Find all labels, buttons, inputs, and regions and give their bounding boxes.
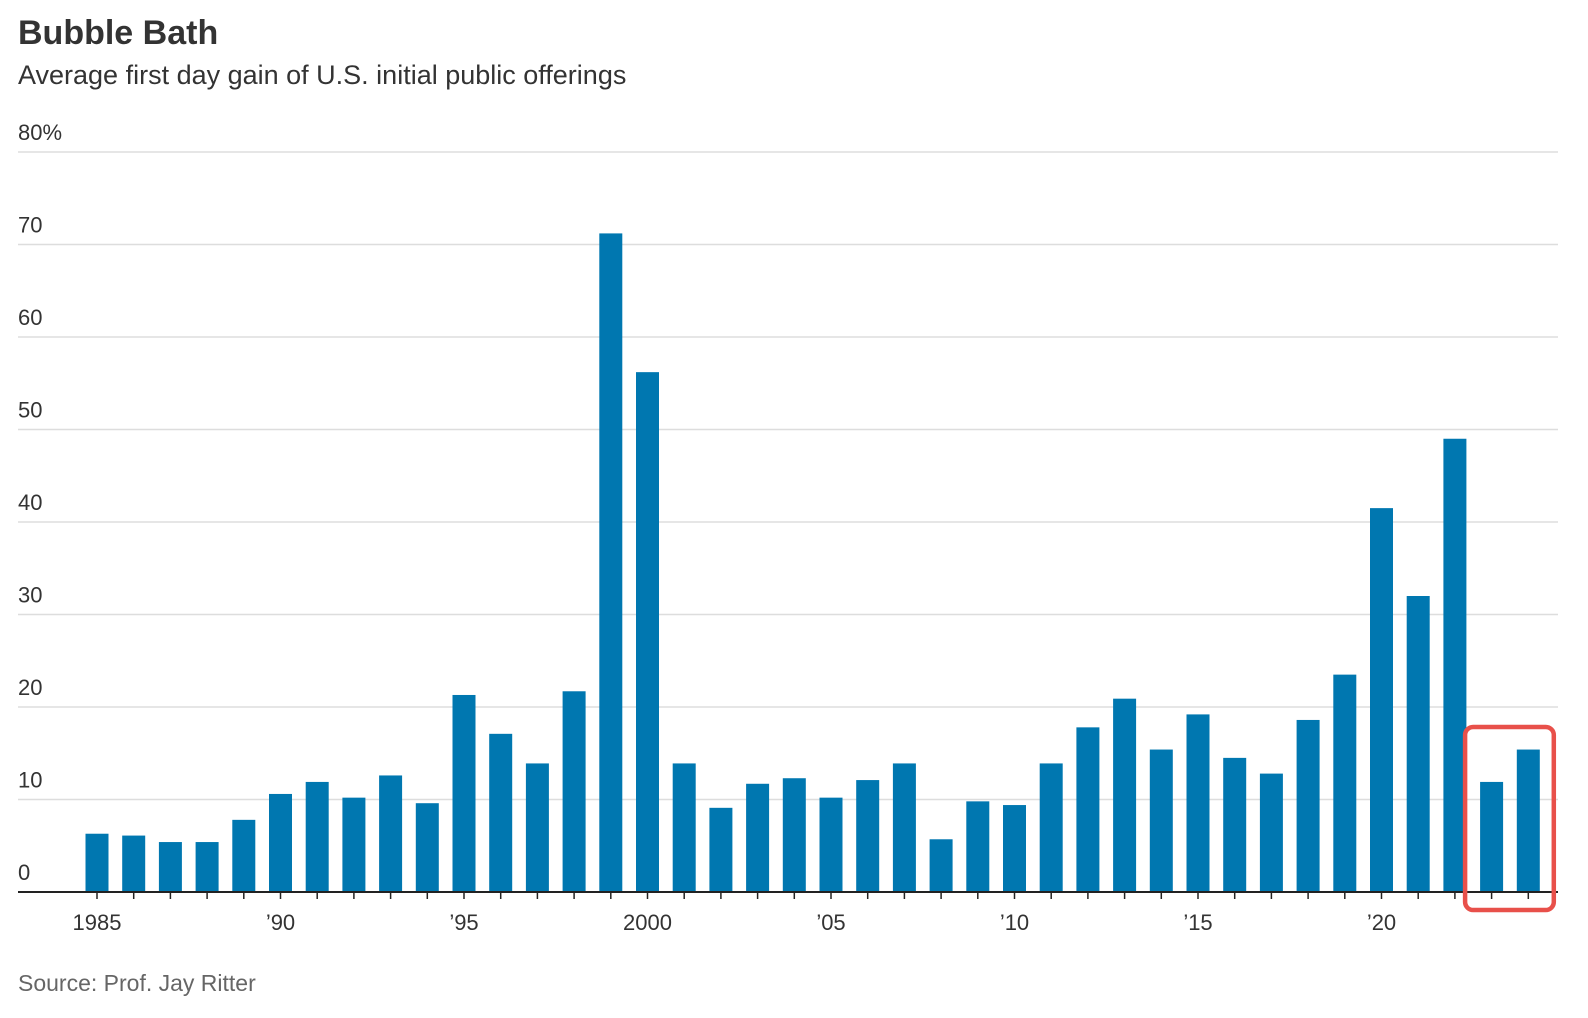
- bar: [158, 842, 182, 892]
- bar: [415, 803, 439, 892]
- x-tick-label: ’95: [449, 910, 478, 935]
- x-tick-label: ’10: [1000, 910, 1029, 935]
- bar: [232, 819, 256, 892]
- bar: [305, 781, 329, 892]
- source-note: Source: Prof. Jay Ritter: [18, 970, 256, 996]
- bar: [892, 763, 916, 892]
- bar: [1480, 781, 1504, 892]
- y-tick-label: 0: [18, 860, 30, 885]
- bar: [452, 694, 476, 892]
- bar: [1333, 674, 1357, 892]
- x-tick-label: ’20: [1367, 910, 1396, 935]
- bar: [1186, 714, 1210, 892]
- bar: [122, 835, 146, 892]
- x-tick-label: ’90: [266, 910, 295, 935]
- bar: [525, 763, 549, 892]
- bar: [636, 372, 659, 892]
- bar: [1003, 805, 1026, 892]
- bar: [599, 233, 623, 892]
- bar: [1443, 438, 1467, 892]
- bars: [85, 233, 1540, 892]
- bar: [1259, 773, 1283, 892]
- bar: [1370, 508, 1393, 892]
- bar: [1076, 727, 1100, 892]
- x-axis-labels: 1985 ’90 ’95 2000 ’05 ’10 ’15 ’20: [73, 910, 1397, 935]
- bar: [746, 783, 770, 892]
- highlight-box: [1462, 724, 1557, 913]
- bar: [195, 842, 219, 892]
- y-tick-label: 60: [18, 305, 42, 330]
- x-axis: [18, 891, 1558, 899]
- bar: [929, 839, 953, 892]
- bar: [489, 733, 513, 892]
- y-axis-labels: 0 10 20 30 40 50 60 70 80%: [18, 120, 62, 885]
- chart-title: Bubble Bath: [18, 14, 219, 52]
- chart-subtitle: Average first day gain of U.S. initial p…: [18, 60, 627, 90]
- x-tick-label: 2000: [623, 910, 672, 935]
- bar: [85, 833, 109, 892]
- bar: [782, 778, 806, 892]
- y-tick-label: 50: [18, 398, 42, 423]
- bar: [562, 691, 586, 892]
- bar: [1149, 749, 1173, 892]
- bar: [379, 775, 403, 892]
- bar: [672, 763, 696, 892]
- bar: [709, 807, 733, 892]
- bar: [1296, 719, 1320, 892]
- bar: [819, 797, 843, 892]
- y-tick-label: 70: [18, 213, 42, 238]
- gridlines: [18, 151, 1558, 801]
- bar: [342, 797, 366, 892]
- x-tick-label: ’15: [1183, 910, 1212, 935]
- x-tick-label: 1985: [73, 910, 122, 935]
- y-tick-label: 80%: [18, 120, 62, 145]
- bar: [966, 801, 990, 892]
- y-tick-label: 20: [18, 675, 42, 700]
- bar: [269, 793, 292, 892]
- x-tick-label: ’05: [816, 910, 845, 935]
- bar: [1516, 749, 1540, 892]
- y-tick-label: 10: [18, 768, 42, 793]
- bar: [856, 780, 880, 892]
- y-tick-label: 30: [18, 583, 42, 608]
- highlight-rectangle: [1462, 724, 1557, 913]
- bar: [1223, 757, 1247, 892]
- bar: [1039, 763, 1063, 892]
- y-tick-label: 40: [18, 490, 42, 515]
- bar: [1113, 698, 1137, 892]
- bar: [1406, 596, 1430, 892]
